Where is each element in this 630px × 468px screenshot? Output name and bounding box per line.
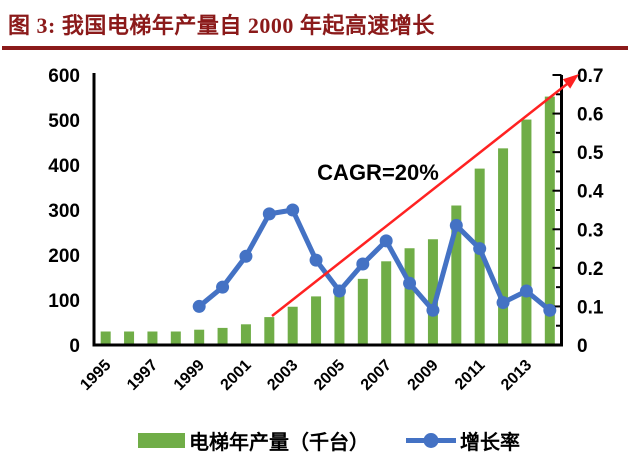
bar-1995 [100, 331, 111, 345]
bar-2002 [264, 317, 275, 345]
growth-point-2002 [262, 207, 276, 221]
growth-point-2013 [519, 284, 533, 298]
right-axis-label-0.4: 0.4 [577, 182, 604, 203]
growth-point-2005 [332, 284, 346, 298]
bar-2009 [427, 239, 438, 345]
x-axis-label-2007: 2007 [358, 357, 395, 394]
growth-point-2003 [286, 203, 300, 217]
growth-point-2006 [356, 257, 370, 271]
right-axis-label-0.1: 0.1 [577, 297, 604, 318]
legend-bar-swatch [138, 433, 185, 448]
cagr-trend-arrow-line [271, 83, 568, 317]
legend-line-marker-swatch [423, 433, 439, 448]
growth-point-2000 [216, 280, 230, 294]
cagr-annotation: CAGR=20% [317, 160, 439, 185]
x-axis-labels: 1995 1997 1999 2001 2003 2005 2007 2009 2011 2013 [77, 357, 535, 394]
x-axis-label-1997: 1997 [124, 357, 161, 394]
bar-2004 [311, 296, 322, 345]
x-axis-label-2003: 2003 [264, 357, 301, 394]
bar-2001 [240, 324, 251, 345]
left-axis-label-500: 500 [48, 111, 80, 132]
bar-2011 [474, 168, 485, 345]
bar-2005 [334, 291, 345, 345]
bar-2000 [217, 327, 228, 345]
legend-bar-label: 电梯年产量（千台） [189, 430, 369, 454]
x-axis-label-1999: 1999 [171, 357, 208, 394]
growth-point-2010 [449, 218, 463, 232]
left-axis-label-600: 600 [48, 66, 80, 87]
right-axis-label-0: 0 [577, 336, 588, 357]
legend: 电梯年产量（千台） 增长率 [138, 430, 520, 454]
bar-1997 [147, 331, 158, 345]
growth-point-2008 [403, 276, 417, 290]
right-axis-ticks: 0 0.1 0.2 0.3 0.4 0.5 0.6 0.7 [552, 66, 604, 357]
bar-1996 [124, 331, 135, 345]
cagr-trend-arrowhead [562, 74, 579, 89]
growth-point-2011 [473, 242, 487, 256]
x-axis-label-2011: 2011 [452, 357, 489, 394]
right-axis-label-0.3: 0.3 [577, 220, 603, 241]
growth-point-2009 [426, 303, 440, 317]
left-axis-label-100: 100 [48, 291, 80, 312]
left-axis-label-400: 400 [48, 156, 80, 177]
growth-point-2004 [309, 253, 323, 267]
x-axis-label-2001: 2001 [218, 357, 255, 394]
growth-point-2012 [496, 296, 510, 310]
legend-line-label: 增长率 [460, 430, 520, 454]
bar-2006 [357, 278, 368, 345]
left-axis-label-0: 0 [69, 336, 80, 357]
bar-2012 [498, 148, 509, 345]
growth-rate-series [192, 203, 557, 317]
bar-2007 [381, 261, 392, 345]
growth-point-1999 [192, 299, 206, 313]
bar-series [100, 96, 555, 345]
right-axis-label-0.5: 0.5 [577, 143, 604, 164]
x-axis-label-1995: 1995 [77, 357, 114, 394]
left-axis-labels: 0 100 200 300 400 500 600 [48, 66, 80, 357]
x-axis-label-2009: 2009 [405, 357, 442, 394]
bar-1999 [194, 329, 205, 345]
growth-point-2007 [379, 234, 393, 248]
right-axis-label-0.7: 0.7 [577, 66, 603, 87]
x-axis-label-2013: 2013 [498, 357, 535, 394]
bar-2014 [544, 96, 555, 345]
figure-title: 图 3: 我国电梯年产量自 2000 年起高速增长 [8, 13, 435, 38]
bar-2008 [404, 248, 415, 345]
growth-point-2014 [543, 303, 557, 317]
growth-rate-line [196, 207, 553, 313]
bar-2013 [521, 119, 532, 345]
right-axis-label-0.6: 0.6 [577, 105, 603, 126]
bar-2010 [451, 205, 462, 345]
right-axis-label-0.2: 0.2 [577, 259, 603, 280]
x-axis-label-2005: 2005 [311, 357, 348, 394]
title-underline-rule [2, 46, 628, 50]
bar-1998 [170, 331, 181, 345]
bar-2003 [287, 306, 298, 345]
growth-point-2001 [239, 249, 253, 263]
left-axis-label-200: 200 [48, 246, 80, 267]
left-axis-label-300: 300 [48, 201, 80, 222]
